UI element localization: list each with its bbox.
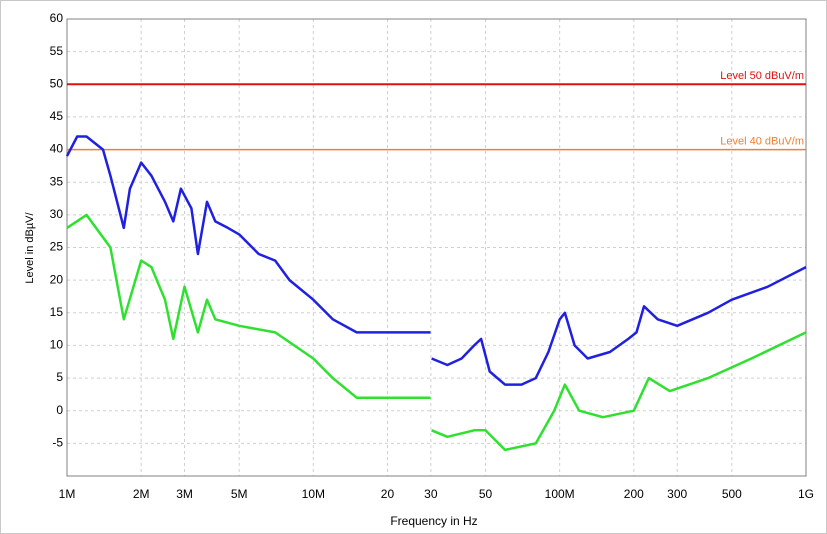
plot-frame xyxy=(66,18,807,477)
limit-label: Level 50 dBuV/m xyxy=(720,70,804,82)
y-tick-label: 55 xyxy=(50,44,64,58)
y-tick-label: 10 xyxy=(50,338,64,352)
y-tick-label: -5 xyxy=(52,436,63,450)
limit-label: Level 40 dBuV/m xyxy=(720,135,804,147)
y-tick-label: 20 xyxy=(50,272,64,286)
y-tick-label: 50 xyxy=(50,76,64,90)
x-tick-label: 1M xyxy=(59,487,76,501)
x-tick-label: 20 xyxy=(381,487,395,501)
x-tick-label: 100M xyxy=(545,487,575,501)
x-tick-label: 200 xyxy=(624,487,644,501)
y-tick-label: 5 xyxy=(56,370,63,384)
y-tick-label: 45 xyxy=(50,109,64,123)
x-tick-label: 3M xyxy=(176,487,193,501)
y-tick-label: 0 xyxy=(56,403,63,417)
y-tick-label: 40 xyxy=(50,142,64,156)
x-tick-label: 2M xyxy=(133,487,150,501)
x-tick-label: 1G xyxy=(798,487,814,501)
x-tick-label: 500 xyxy=(722,487,742,501)
y-tick-label: 25 xyxy=(50,240,64,254)
y-tick-label: 35 xyxy=(50,174,64,188)
y-tick-label: 60 xyxy=(50,11,64,25)
x-tick-label: 5M xyxy=(231,487,248,501)
y-tick-label: 15 xyxy=(50,305,64,319)
x-axis-label: Frequency in Hz xyxy=(390,514,477,528)
series-line xyxy=(66,213,807,452)
x-tick-label: 50 xyxy=(479,487,493,501)
x-tick-label: 10M xyxy=(302,487,325,501)
y-axis-label: Level in dBµV/ xyxy=(24,211,36,283)
series-line xyxy=(65,135,807,386)
y-tick-label: 30 xyxy=(50,207,64,221)
x-tick-label: 300 xyxy=(667,487,687,501)
x-tick-label: 30 xyxy=(424,487,438,501)
